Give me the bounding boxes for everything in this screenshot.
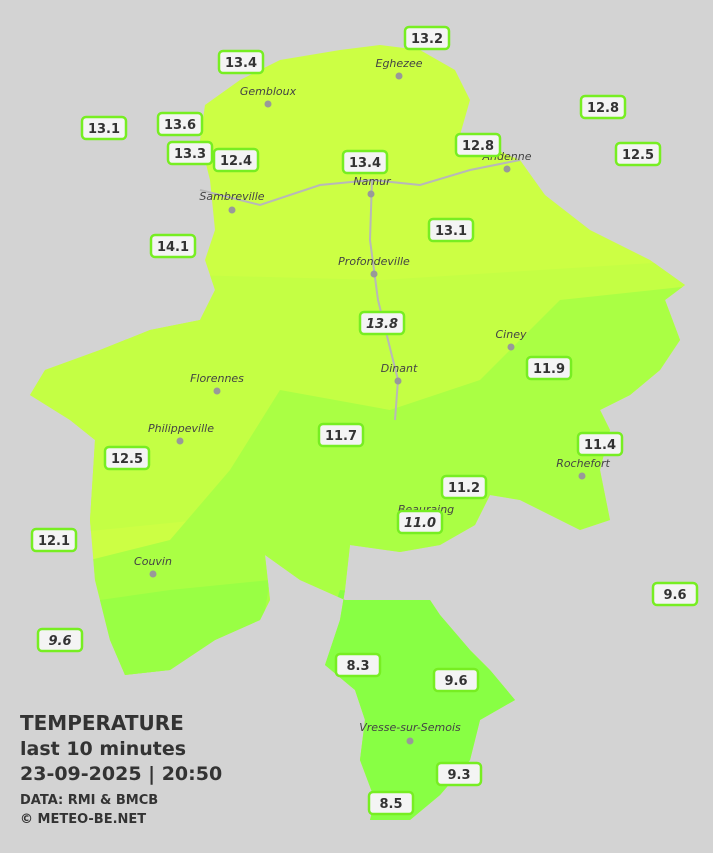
station-value: 14.1 [157,240,189,255]
station-value: 11.0 [404,516,436,531]
city-name: Gembloux [240,85,297,98]
station-value: 9.6 [663,588,686,603]
station-box [454,132,502,158]
city-dot [507,343,515,351]
station-box [341,149,389,175]
station-value: 9.6 [48,634,71,649]
station-value: 9.6 [444,674,467,689]
station-value: 9.3 [447,768,470,783]
city-name: Couvin [134,555,172,568]
city-name: Rochefort [556,457,610,470]
city-name: Vresse-sur-Semois [359,721,461,734]
station-box [432,667,480,693]
station-value: 8.3 [346,659,369,674]
station-box [80,115,128,141]
legend-source: DATA: RMI & BMCB [20,793,158,808]
city-name: Dinant [381,362,418,375]
city-name: Sambreville [199,190,264,203]
station-box [396,509,444,535]
station-box [103,445,151,471]
station-value: 11.4 [584,438,616,453]
city-dot [503,165,511,173]
station-value: 12.5 [111,452,143,467]
station-value: 13.3 [174,147,206,162]
station-value: 13.6 [164,118,196,133]
station-box [30,527,78,553]
station-value: 13.8 [366,317,398,332]
city-name: Namur [353,175,392,188]
station-box [217,49,265,75]
city-dot [395,72,403,80]
station-value: 12.8 [587,101,619,116]
station-value: 8.5 [379,797,402,812]
station-box [651,581,699,607]
station-value: 13.4 [225,56,257,71]
zone-9 [320,590,520,820]
station-box [525,355,573,381]
city-name: Ciney [496,328,527,341]
city-dot [149,570,157,578]
city-dot [394,377,402,385]
legend-title: TEMPERATURE [20,711,184,735]
station-value: 13.1 [88,122,120,137]
station-box [576,431,624,457]
city-dot [578,472,586,480]
station-value: 12.8 [462,139,494,154]
station-box [614,141,662,167]
city-dot [367,190,375,198]
station-box [367,790,415,816]
legend-period: last 10 minutes [20,738,186,760]
station-box [317,422,365,448]
station-value: 13.2 [411,32,443,47]
city-dot [176,437,184,445]
station-box [166,140,214,166]
station-box [440,474,488,500]
station-box [427,217,475,243]
station-box [36,627,84,653]
station-box [149,233,197,259]
city-dot [213,387,221,395]
station-box [579,94,627,120]
station-value: 11.2 [448,481,480,496]
station-value: 13.1 [435,224,467,239]
station-value: 13.4 [349,156,381,171]
station-box [334,652,382,678]
zone-12 [30,260,685,540]
labels: EghezeeGemblouxAndenneNamurSambrevillePr… [20,25,699,827]
station-value: 12.5 [622,148,654,163]
station-value: 11.7 [325,429,357,444]
station-box [358,310,406,336]
station-box [435,761,483,787]
legend-copyright: © METEO-BE.NET [20,812,146,827]
city-dot [406,737,414,745]
station-box [156,111,204,137]
station-box [212,147,260,173]
city-name: Philippeville [148,422,214,435]
city-name: Eghezee [376,57,423,70]
city-name: Florennes [190,372,244,385]
city-dot [264,100,272,108]
station-value: 12.1 [38,534,70,549]
legend-datetime: 23-09-2025 | 20:50 [20,763,222,785]
city-name: Profondeville [338,255,410,268]
station-box [403,25,451,51]
city-dot [370,270,378,278]
station-value: 12.4 [220,154,252,169]
zone-10 [90,580,270,690]
station-value: 11.9 [533,362,565,377]
city-dot [228,206,236,214]
